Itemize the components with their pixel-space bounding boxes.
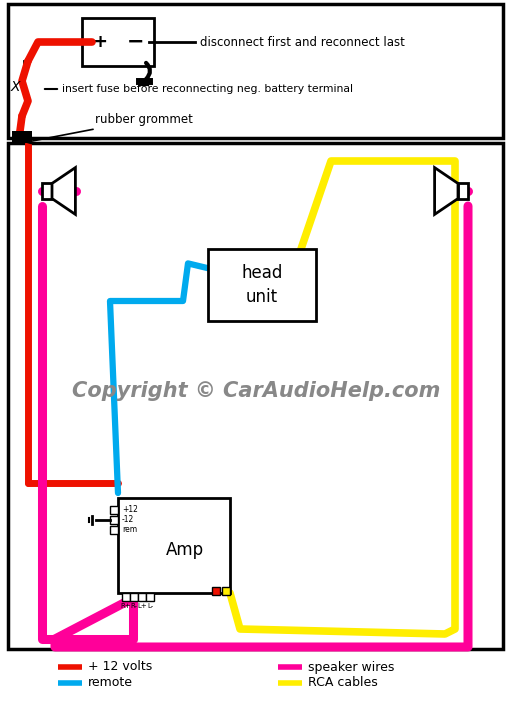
- Bar: [8, 143, 503, 649]
- Text: +: +: [92, 33, 107, 51]
- Text: R+: R+: [121, 603, 131, 609]
- Text: Χ: Χ: [10, 80, 20, 94]
- Polygon shape: [434, 168, 458, 215]
- Text: Copyright © CarAudioHelp.com: Copyright © CarAudioHelp.com: [72, 381, 440, 401]
- Text: + 12 volts: + 12 volts: [88, 660, 152, 674]
- Bar: [458, 184, 468, 198]
- Text: L-: L-: [147, 603, 153, 609]
- Text: −: −: [127, 32, 145, 52]
- Text: rubber grommet: rubber grommet: [27, 113, 193, 144]
- Bar: [12, 131, 32, 143]
- Bar: [146, 593, 154, 601]
- Polygon shape: [52, 168, 76, 215]
- Bar: [130, 593, 138, 601]
- Text: RCA cables: RCA cables: [308, 676, 378, 690]
- Bar: [110, 516, 118, 524]
- Bar: [212, 587, 220, 595]
- Bar: [110, 526, 118, 534]
- Text: -12: -12: [122, 515, 134, 524]
- Bar: [138, 593, 146, 601]
- Text: L+: L+: [137, 603, 147, 609]
- Text: R-: R-: [130, 603, 137, 609]
- Bar: [82, 18, 154, 66]
- Bar: [110, 506, 118, 514]
- Bar: [222, 587, 230, 595]
- Text: disconnect first and reconnect last: disconnect first and reconnect last: [200, 36, 405, 48]
- Text: remote: remote: [88, 676, 133, 690]
- Bar: [208, 249, 316, 321]
- Text: insert fuse before reconnecting neg. battery terminal: insert fuse before reconnecting neg. bat…: [62, 84, 353, 94]
- Text: Amp: Amp: [166, 541, 204, 559]
- Bar: [122, 593, 130, 601]
- Bar: [118, 498, 230, 593]
- Text: +12: +12: [122, 505, 138, 515]
- Text: speaker wires: speaker wires: [308, 660, 394, 674]
- Text: head
unit: head unit: [241, 264, 283, 306]
- Bar: [8, 4, 503, 138]
- Bar: [42, 184, 52, 198]
- Text: rem: rem: [122, 526, 137, 534]
